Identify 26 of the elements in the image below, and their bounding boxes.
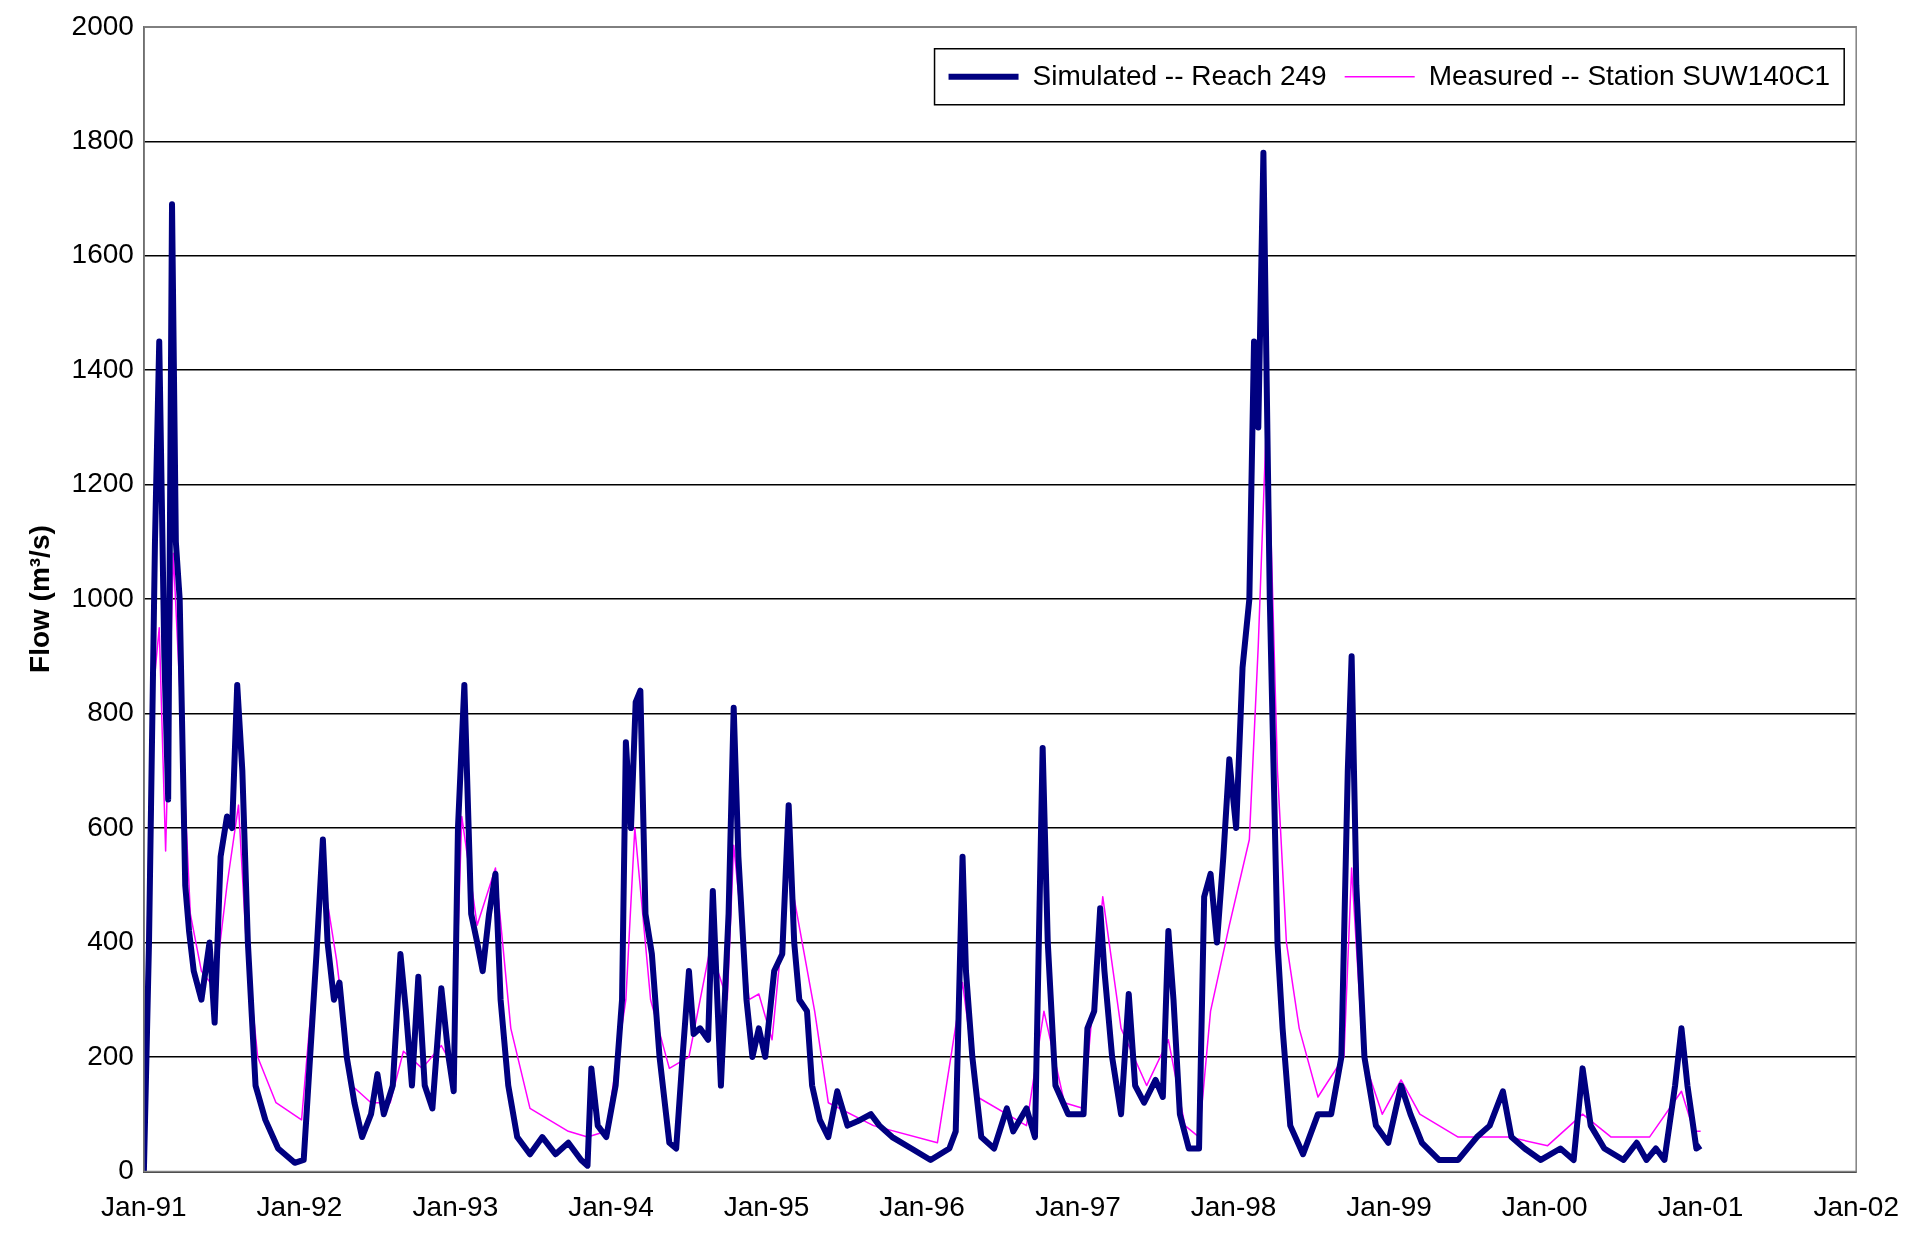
y-tick-label: 1800 [71,123,134,155]
y-tick-label: 1400 [71,352,134,384]
y-tick-label: 600 [87,810,134,842]
y-axis-title: Flow (m³/s) [23,525,55,673]
x-tick-label: Jan-00 [1501,1190,1588,1222]
y-tick-label: 1000 [71,581,134,613]
x-tick-label: Jan-93 [412,1190,499,1222]
x-tick-label: Jan-91 [101,1190,187,1222]
x-tick-label: Jan-02 [1813,1190,1900,1222]
y-tick-label: 2000 [71,9,134,41]
x-tick-label: Jan-97 [1035,1190,1121,1222]
y-tick-label: 800 [87,696,134,728]
y-tick-label: 1600 [71,238,134,270]
y-tick-label: 400 [87,925,134,957]
y-tick-label: 1200 [71,467,134,499]
y-tick-label: 200 [87,1039,134,1071]
x-tick-label: Jan-95 [723,1190,810,1222]
x-tick-label: Jan-96 [879,1190,965,1222]
legend-label: Measured -- Station SUW140C1 [1428,59,1831,91]
x-tick-label: Jan-98 [1190,1190,1277,1222]
y-tick-label: 0 [118,1154,134,1186]
x-tick-label: Jan-94 [568,1190,654,1222]
x-tick-label: Jan-01 [1657,1190,1744,1222]
x-tick-label: Jan-99 [1346,1190,1432,1222]
legend-label: Simulated -- Reach 249 [1032,59,1327,91]
x-tick-label: Jan-92 [256,1190,343,1222]
